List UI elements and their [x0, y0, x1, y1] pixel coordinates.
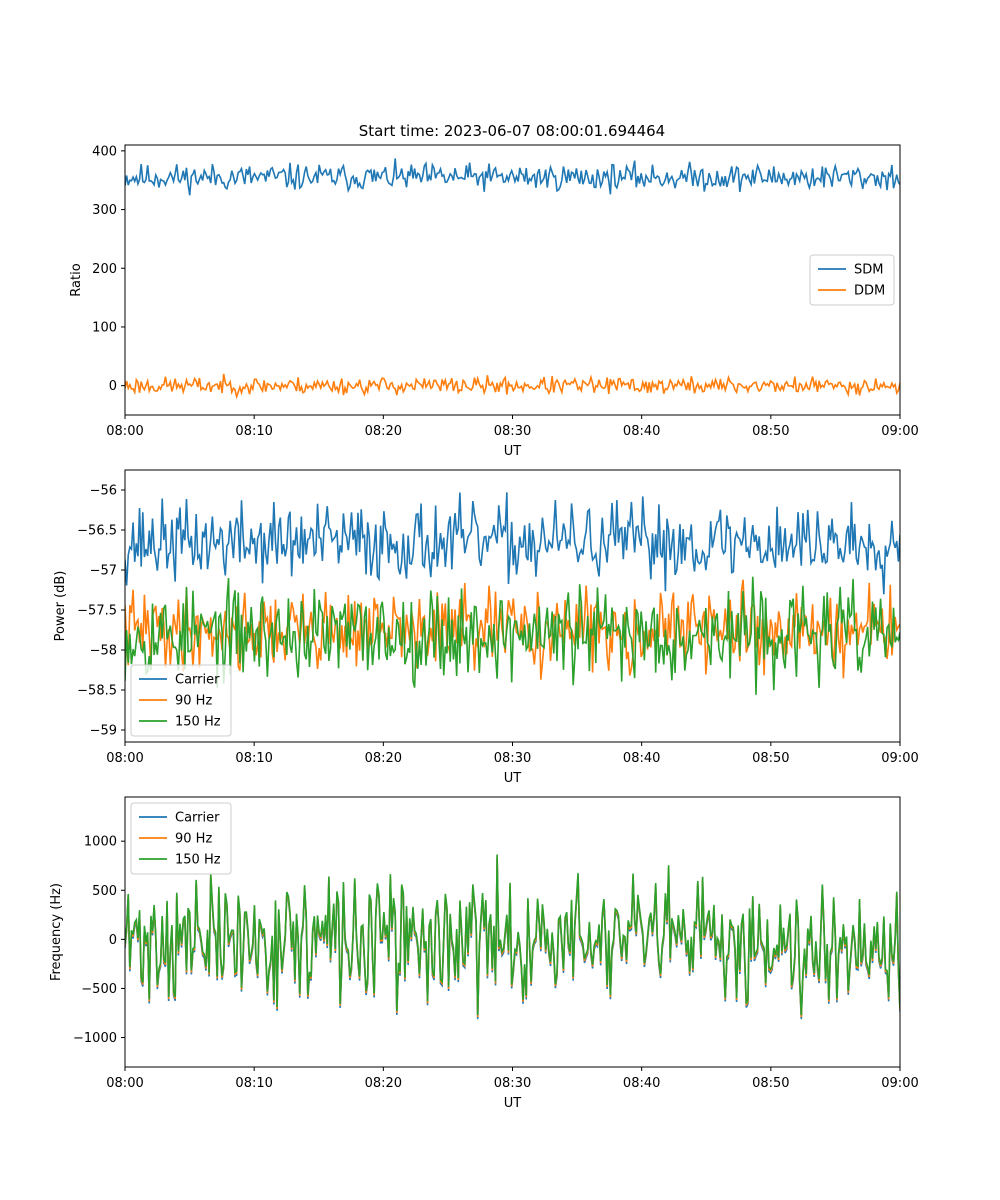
y-tick-label: −57.5 — [77, 604, 117, 619]
series-line-150-hz — [125, 854, 900, 1016]
x-tick-label: 09:00 — [881, 751, 918, 766]
x-tick-label: 08:50 — [752, 751, 789, 766]
legend-label: 90 Hz — [175, 832, 212, 847]
legend-label: Carrier — [175, 811, 220, 826]
y-tick-label: 1000 — [84, 835, 117, 850]
x-tick-label: 08:00 — [106, 751, 143, 766]
y-axis-label: Ratio — [69, 263, 84, 296]
x-tick-label: 09:00 — [881, 1076, 918, 1091]
x-tick-label: 08:40 — [623, 1076, 660, 1091]
y-tick-label: 300 — [92, 203, 117, 218]
x-tick-label: 08:10 — [235, 751, 272, 766]
x-tick-label: 08:00 — [106, 424, 143, 439]
x-tick-label: 08:30 — [494, 424, 531, 439]
x-axis-label: UT — [504, 1096, 522, 1111]
y-tick-label: −56.5 — [77, 524, 117, 539]
figure-title: Start time: 2023-06-07 08:00:01.694464 — [359, 122, 665, 140]
legend: Carrier 90 Hz 150 Hz — [130, 802, 232, 875]
x-tick-label: 08:40 — [623, 751, 660, 766]
y-tick-label: −58.5 — [77, 684, 117, 699]
series-line-carrier — [125, 492, 900, 595]
legend: Carrier 90 Hz 150 Hz — [130, 664, 232, 737]
series-line-90-hz — [125, 579, 900, 680]
x-tick-label: 08:50 — [752, 1076, 789, 1091]
x-tick-label: 08:00 — [106, 1076, 143, 1091]
x-tick-label: 08:50 — [752, 424, 789, 439]
legend-label: DDM — [854, 284, 885, 299]
legend-box — [130, 802, 232, 875]
x-tick-label: 08:30 — [494, 1076, 531, 1091]
chart-panel-1: 08:00 08:10 08:20 08:30 08:40 08:50 09:00 UT 0 10… — [69, 144, 919, 459]
y-tick-label: 100 — [92, 320, 117, 335]
y-axis-label: Frequency (Hz) — [49, 883, 64, 981]
legend-label: 90 Hz — [175, 694, 212, 709]
y-axis-label: Power (dB) — [53, 571, 68, 642]
x-tick-label: 09:00 — [881, 424, 918, 439]
y-tick-label: 400 — [92, 144, 117, 159]
legend-label: 150 Hz — [175, 853, 221, 868]
legend-label: SDM — [854, 263, 883, 278]
x-axis-label: UT — [504, 444, 522, 459]
series-line-sdm — [125, 158, 900, 196]
x-tick-label: 08:10 — [235, 1076, 272, 1091]
x-tick-label: 08:10 — [235, 424, 272, 439]
series-line-ddm — [125, 373, 900, 400]
x-tick-label: 08:20 — [365, 1076, 402, 1091]
y-tick-label: −500 — [81, 982, 117, 997]
series-line-150-hz — [125, 576, 900, 695]
legend-label: 150 Hz — [175, 715, 221, 730]
y-tick-label: −1000 — [73, 1031, 117, 1046]
x-axis-label: UT — [504, 771, 522, 786]
x-tick-label: 08:40 — [623, 424, 660, 439]
legend-box — [809, 254, 895, 306]
y-tick-label: −57 — [90, 564, 117, 579]
y-tick-label: 0 — [109, 933, 117, 948]
legend: SDM DDM — [809, 254, 895, 306]
y-tick-label: −59 — [90, 724, 117, 739]
legend-box — [130, 664, 232, 737]
y-tick-label: −56 — [90, 484, 117, 499]
chart-panel-3: 08:00 08:10 08:20 08:30 08:40 08:50 09:00 UT 100… — [49, 796, 919, 1111]
legend-label: Carrier — [175, 673, 220, 688]
y-tick-label: 0 — [109, 379, 117, 394]
x-tick-label: 08:20 — [365, 424, 402, 439]
chart-panel-2: 08:00 08:10 08:20 08:30 08:40 08:50 09:00 UT −56… — [53, 469, 919, 786]
y-tick-label: −58 — [90, 644, 117, 659]
x-tick-label: 08:20 — [365, 751, 402, 766]
y-tick-label: 200 — [92, 262, 117, 277]
y-tick-label: 500 — [92, 884, 117, 899]
x-tick-label: 08:30 — [494, 751, 531, 766]
